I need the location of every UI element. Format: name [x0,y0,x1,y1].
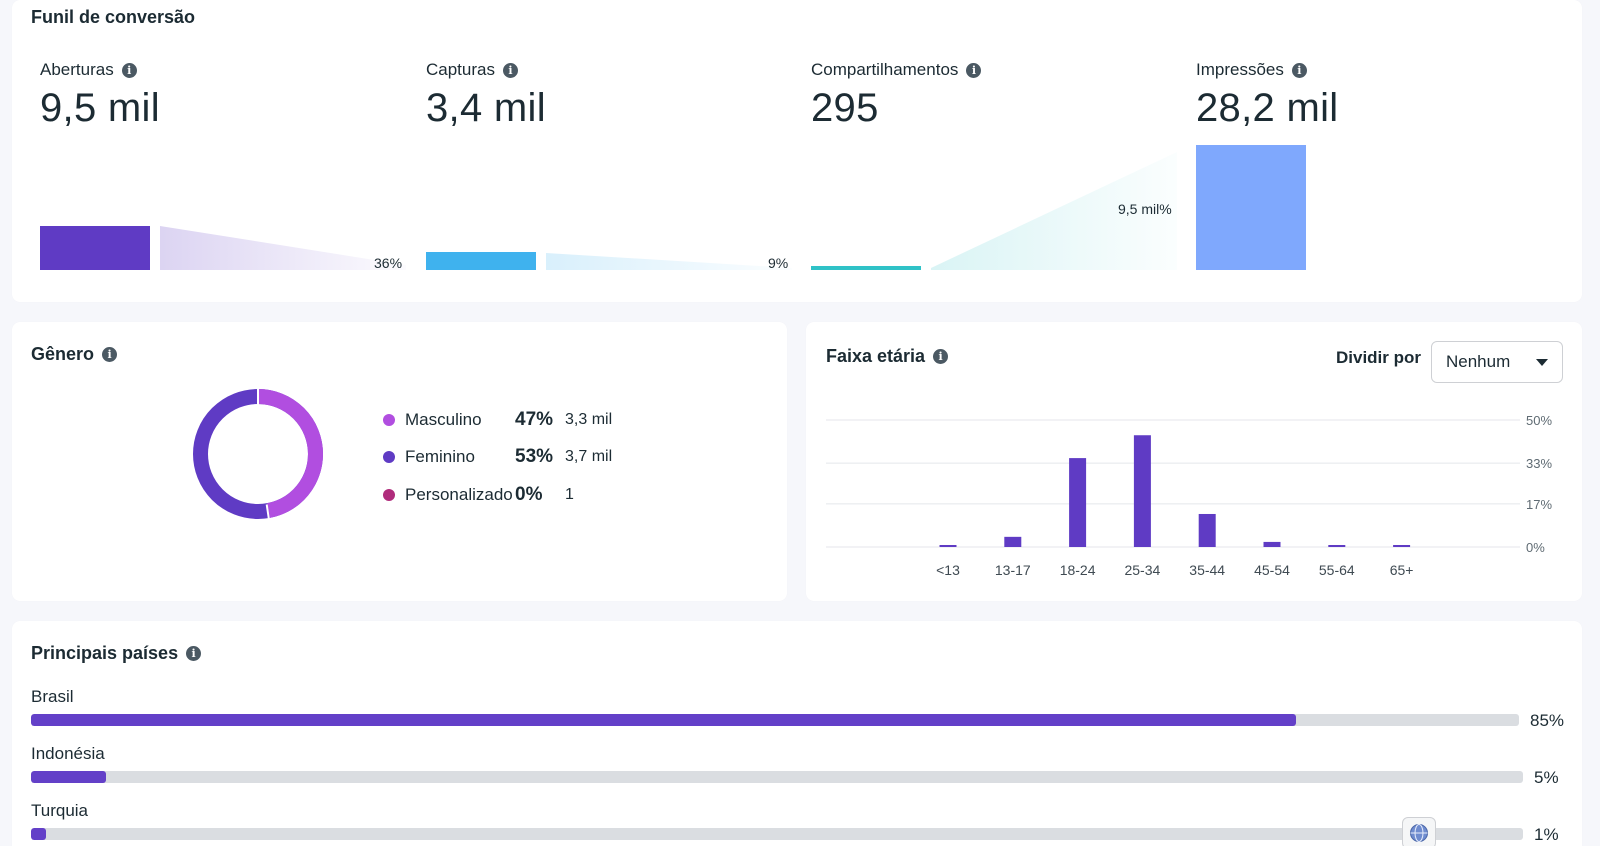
funnel-connector-2 [546,253,792,270]
y-tick-label: 50% [1526,413,1552,428]
legend-masculino: Masculino 47% 3,3 mil [383,409,612,431]
age-title-text: Faixa etária [826,346,926,366]
legend-feminino: Feminino 53% 3,7 mil [383,446,612,468]
country-bar-brasil[interactable] [31,714,1519,726]
funnel-title: Funil de conversão [31,7,195,28]
metric-value: 295 [811,86,879,130]
funnel-connectors [160,152,1177,270]
metric-label: Aberturas [40,60,114,79]
x-tick-label: 13-17 [995,562,1031,578]
age-bar[interactable] [1004,536,1022,547]
conversion-rate-2: 9% [768,255,789,271]
split-by-dropdown[interactable]: Nenhum [1431,341,1563,383]
metric-aberturas: Aberturas i 9,5 mil [40,60,160,131]
age-bar[interactable] [939,545,957,547]
metric-label: Compartilhamentos [811,60,959,79]
legend-dot [383,414,395,426]
country-bar-fill [31,828,46,840]
funnel-bar-capturas[interactable] [426,252,536,270]
info-icon[interactable]: i [186,646,202,661]
chevron-down-icon [1536,358,1548,366]
conversion-rate-3: 9,5 mil% [1118,201,1172,217]
x-tick-label: 18-24 [1060,562,1096,578]
info-icon[interactable]: i [502,62,518,78]
info-icon[interactable]: i [121,62,137,78]
age-bar[interactable] [1393,545,1411,547]
metric-value: 28,2 mil [1196,86,1339,130]
x-tick-label: <13 [936,562,960,578]
legend-dot [383,489,395,501]
age-bar[interactable] [1069,458,1087,547]
y-tick-label: 17% [1526,497,1552,512]
info-icon[interactable]: i [1291,62,1307,78]
metric-label: Capturas [426,60,495,79]
metric-capturas: Capturas i 3,4 mil [426,60,546,131]
info-icon[interactable]: i [102,347,118,362]
legend-name: Personalizado [405,485,513,504]
funnel-title-text: Funil de conversão [31,7,196,27]
x-tick-label: 25-34 [1124,562,1160,578]
x-tick-label: 35-44 [1189,562,1225,578]
age-bar[interactable] [1133,435,1151,547]
split-by-label: Dividir por [1336,348,1422,367]
legend-pct: 47% [515,409,554,430]
gender-title: Gênero i [31,344,118,365]
country-pct-brasil: 85% [1530,711,1565,730]
legend-name: Masculino [405,410,482,429]
legend-pct: 0% [515,484,543,505]
country-name-indonesia: Indonésia [31,744,105,763]
age-title: Faixa etária i [826,346,949,367]
conversion-rate-1: 36% [374,255,403,271]
legend-dot [383,451,395,463]
x-tick-label: 45-54 [1254,562,1290,578]
metric-value: 3,4 mil [426,86,546,130]
country-bar-fill [31,714,1296,726]
legend-abs: 3,7 mil [565,448,613,465]
legend-name: Feminino [405,447,475,466]
funnel-bar-aberturas[interactable] [40,226,150,270]
legend-abs: 1 [565,486,574,503]
gender-card [12,322,787,601]
legend-abs: 3,3 mil [565,411,613,428]
country-name-turquia: Turquia [31,801,89,820]
funnel-connector-1 [160,226,406,270]
info-icon[interactable]: i [933,349,949,364]
age-bar-chart: 50% 33% 17% 0% <13 13-17 18-24 25-34 35-44 45-54 5… [826,413,1552,578]
legend-pct: 53% [515,446,554,467]
funnel-bar-compartilhamentos[interactable] [811,266,921,270]
country-pct-indonesia: 5% [1534,768,1559,787]
x-tick-label: 65+ [1390,562,1414,578]
age-bar[interactable] [1328,545,1346,547]
gender-donut-chart[interactable] [191,387,325,521]
y-tick-label: 33% [1526,456,1552,471]
country-bar-indonesia[interactable] [31,771,1523,783]
globe-icon [1410,824,1428,842]
country-pct-turquia: 1% [1534,825,1559,844]
age-bar[interactable] [1263,541,1281,547]
gender-title-text: Gênero [31,344,95,364]
metric-label: Impressões [1196,60,1284,79]
globe-button[interactable] [1402,817,1436,846]
country-bar-turquia[interactable] [31,828,1523,840]
metric-value: 9,5 mil [40,86,160,130]
countries-title: Principais países i [31,643,202,664]
countries-card [12,621,1582,846]
country-bar-fill [31,771,106,783]
dropdown-value: Nenhum [1446,352,1511,371]
info-icon[interactable]: i [966,62,982,78]
funnel-connector-3 [931,152,1177,270]
metric-impressoes: Impressões i 28,2 mil [1196,60,1338,131]
country-name-brasil: Brasil [31,687,74,706]
age-bar[interactable] [1198,513,1216,547]
countries-title-text: Principais países [31,643,179,663]
metric-compartilhamentos: Compartilhamentos i 295 [811,60,982,131]
x-tick-label: 55-64 [1319,562,1355,578]
legend-personalizado: Personalizado 0% 1 [383,484,574,506]
funnel-bar-impressoes[interactable] [1196,145,1306,270]
y-tick-label: 0% [1526,540,1545,555]
donut-separator [265,504,270,519]
